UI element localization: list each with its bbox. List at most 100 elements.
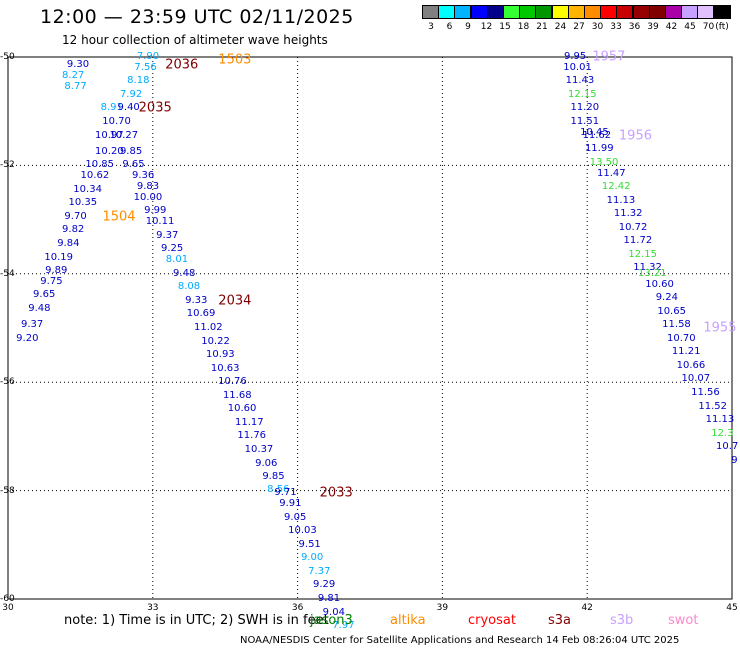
wave-height-label: 10.60 bbox=[645, 278, 674, 290]
color-scale-unit: (ft) bbox=[715, 22, 729, 32]
wave-height-label: 10.85 bbox=[85, 159, 115, 171]
wave-height-label: 7.92 bbox=[119, 88, 143, 100]
color-scale-label: 33 bbox=[610, 22, 622, 32]
pass-time-label: 1955 bbox=[703, 320, 737, 336]
lon-tick-label: 39 bbox=[436, 603, 449, 613]
wave-height-label: 10.63 bbox=[210, 362, 240, 374]
wave-height-label: 11.72 bbox=[623, 235, 653, 247]
wave-height-label: 9.91 bbox=[279, 498, 302, 510]
wave-height-label: 12.15 bbox=[628, 248, 658, 260]
wave-height-label: 10.70 bbox=[102, 116, 131, 128]
wave-height-label: 11.13 bbox=[606, 194, 636, 206]
lat-tick-label: -58 bbox=[0, 485, 15, 496]
wave-height-label: 11.47 bbox=[597, 167, 626, 179]
wave-height-label: 9.05 bbox=[284, 511, 307, 523]
lat-tick-label: -56 bbox=[0, 377, 15, 388]
wave-height-label: 9.70 bbox=[64, 210, 87, 222]
lat-tick-label: -52 bbox=[0, 160, 15, 171]
wave-height-label: 11.43 bbox=[565, 75, 595, 87]
wave-height-label: 9.24 bbox=[655, 292, 678, 304]
wave-height-label: 9.51 bbox=[298, 538, 321, 550]
wave-height-label: 10.19 bbox=[44, 251, 73, 263]
color-scale-label: 6 bbox=[446, 22, 453, 32]
color-scale-label: 18 bbox=[517, 22, 530, 32]
wave-height-label: 10.35 bbox=[68, 197, 98, 209]
lat-tick-label: -54 bbox=[0, 268, 15, 279]
wave-height-label: 9.81 bbox=[317, 593, 341, 604]
lon-tick-label: 30 bbox=[2, 603, 14, 613]
lon-tick-label: 45 bbox=[726, 603, 738, 613]
wave-height-label: 10.69 bbox=[186, 308, 216, 320]
wave-height-label: 11.21 bbox=[671, 346, 701, 358]
color-scale-label: 21 bbox=[536, 22, 548, 32]
lon-tick-label: 33 bbox=[147, 603, 159, 613]
page-title: 12:00 — 23:59 UTC 02/11/2025 bbox=[40, 6, 354, 28]
wave-height-label: 9.65 bbox=[122, 159, 145, 171]
wave-height-label: 11.02 bbox=[193, 322, 223, 333]
wave-height-label: 9.89 bbox=[45, 265, 68, 277]
color-scale-label: 15 bbox=[499, 22, 511, 32]
wave-height-label: 11.62 bbox=[582, 129, 612, 141]
color-scale-label: 12 bbox=[480, 22, 493, 32]
wave-height-label: 10.45 bbox=[580, 126, 609, 138]
color-scale-label: 70 bbox=[702, 22, 715, 32]
pass-time-label: 1956 bbox=[618, 128, 652, 144]
legend-entry-s3b: s3b bbox=[610, 613, 634, 628]
legend-entry-cryosat: cryosat bbox=[468, 613, 516, 628]
wave-height-label: 8.08 bbox=[177, 281, 201, 293]
wave-height-label: 9.85 bbox=[262, 471, 285, 483]
wave-height-label: 9.00 bbox=[300, 552, 324, 564]
color-scale-label: 39 bbox=[647, 22, 659, 32]
wave-height-label: 11.76 bbox=[237, 430, 267, 442]
color-scale-label: 9 bbox=[465, 22, 471, 32]
pass-time-label: 1957 bbox=[592, 49, 626, 65]
color-scale-label: 30 bbox=[591, 22, 604, 32]
wave-height-label: 7.90 bbox=[136, 51, 160, 62]
wave-height-label: 9.37 bbox=[156, 229, 179, 241]
color-swatch bbox=[713, 5, 731, 19]
wave-height-label: 9.83 bbox=[136, 181, 160, 193]
wave-height-label: 9.48 bbox=[173, 267, 196, 279]
wave-height-label: 10.76 bbox=[218, 376, 247, 388]
color-scale-label: 24 bbox=[554, 22, 567, 32]
wave-height-label: 8.18 bbox=[127, 75, 150, 87]
wave-height-label: 7.56 bbox=[134, 61, 157, 73]
legend-entry-swot: swot bbox=[668, 613, 699, 628]
color-scale-label: 3 bbox=[428, 22, 434, 32]
wave-height-label: 10.70 bbox=[666, 332, 696, 344]
wave-height-label: 10.66 bbox=[676, 359, 706, 371]
wave-height-label: 9.37 bbox=[20, 319, 44, 331]
wave-height-label: 8.77 bbox=[64, 80, 87, 92]
wave-height-label: 12.3 bbox=[711, 427, 734, 439]
color-scale-label: 36 bbox=[628, 22, 641, 32]
wave-height-label: 8.27 bbox=[62, 69, 85, 81]
wave-height-label: 8.56 bbox=[267, 483, 290, 495]
wave-height-label: 9.48 bbox=[28, 303, 51, 315]
color-scale-label: 42 bbox=[665, 22, 678, 32]
pass-time-label: 2034 bbox=[218, 293, 252, 309]
wave-height-label: 11.32 bbox=[613, 208, 643, 220]
wave-height-label: 10.65 bbox=[657, 305, 686, 317]
pass-time-label: 2036 bbox=[165, 57, 199, 73]
wave-height-label: 11.17 bbox=[235, 416, 264, 428]
wave-height-label: 9.33 bbox=[185, 294, 208, 306]
wave-height-label: 9 bbox=[731, 454, 738, 466]
pass-time-label: 2033 bbox=[319, 485, 353, 501]
wave-height-label: 9.71 bbox=[274, 487, 297, 499]
wave-height-label: 9.82 bbox=[62, 224, 85, 236]
wave-height-label: 9.99 bbox=[144, 205, 167, 217]
wave-height-label: 11.58 bbox=[662, 319, 691, 331]
wave-height-label: 10.11 bbox=[145, 216, 175, 228]
wave-height-label: 9.36 bbox=[132, 170, 155, 182]
wave-height-label: 10.20 bbox=[95, 145, 124, 157]
wave-height-label: 10.07 bbox=[681, 373, 711, 385]
wave-height-label: 10.27 bbox=[109, 129, 139, 141]
wave-height-label: 10.97 bbox=[95, 129, 124, 141]
credit-line: NOAA/NESDIS Center for Satellite Applica… bbox=[240, 635, 680, 646]
wave-height-label: 9.25 bbox=[160, 243, 184, 255]
wave-height-label: 11.51 bbox=[570, 116, 600, 128]
wave-height-label: 9.29 bbox=[313, 579, 336, 591]
wave-height-label: 13.50 bbox=[589, 156, 619, 168]
